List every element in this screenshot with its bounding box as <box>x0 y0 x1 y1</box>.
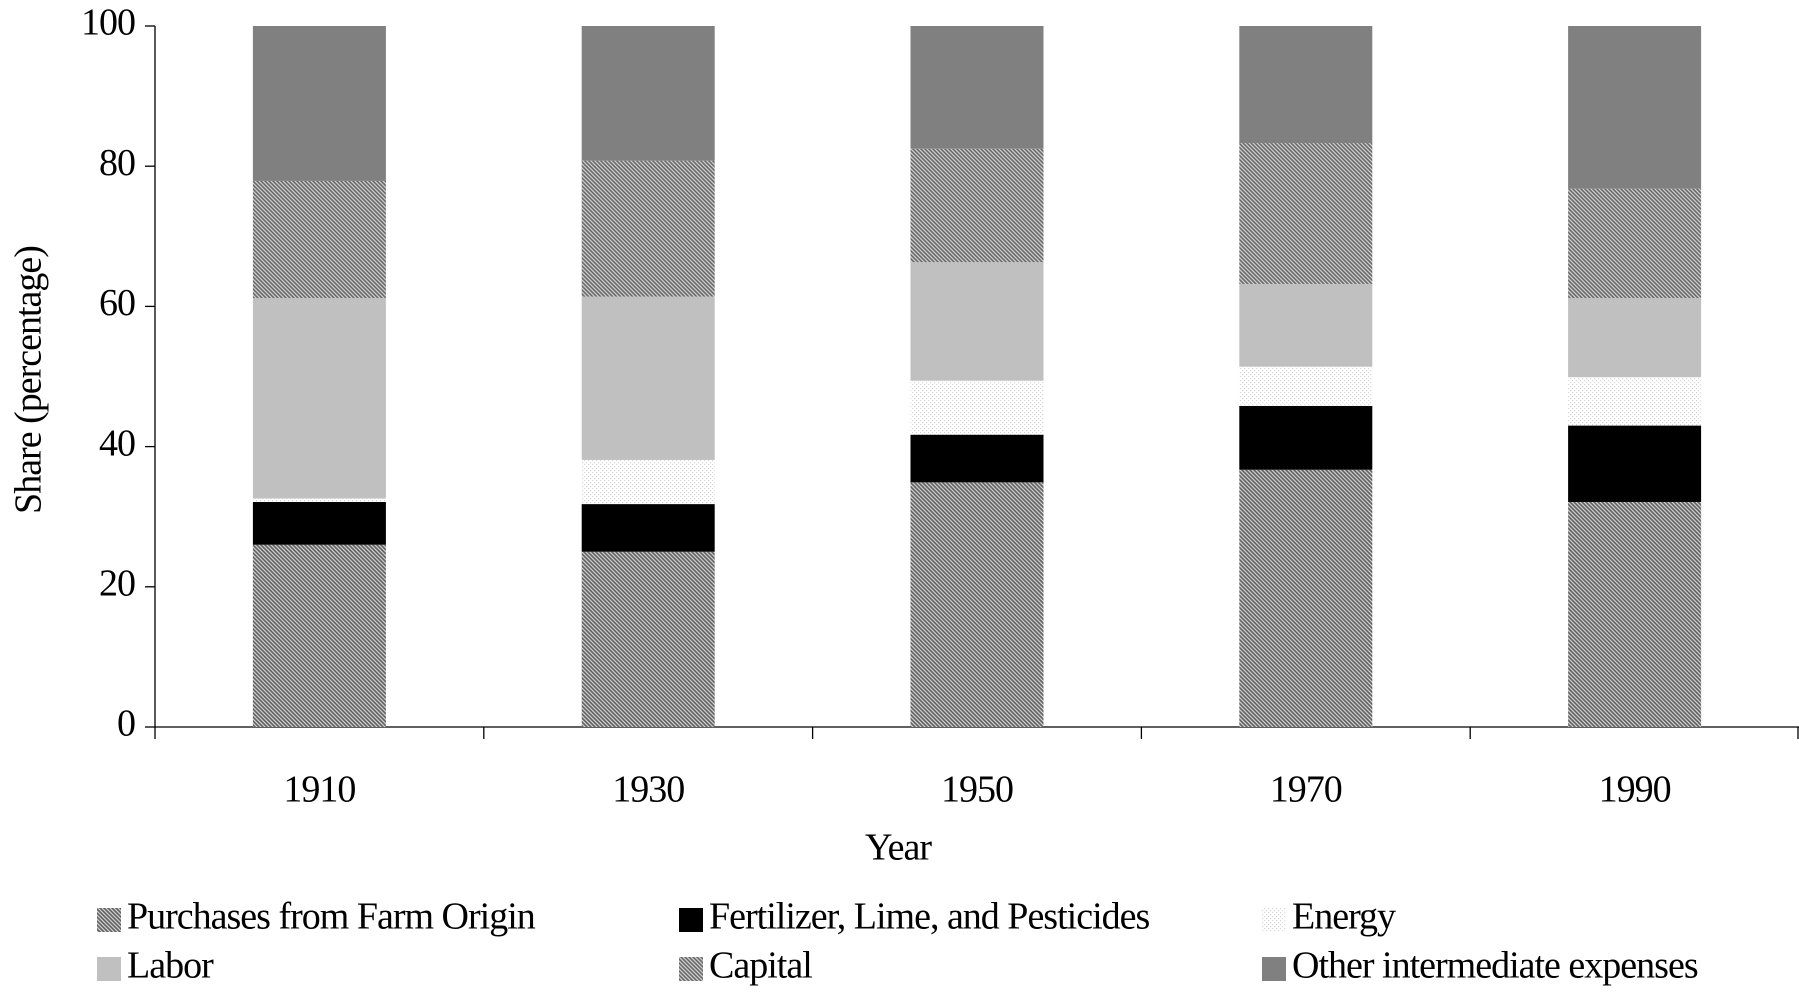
x-tick-label: 1910 <box>283 769 355 811</box>
y-tick-label: 60 <box>99 282 135 324</box>
legend-label: Fertilizer, Lime, and Pesticides <box>709 896 1150 938</box>
bar-segment <box>252 26 386 181</box>
y-tick-label: 20 <box>99 563 135 605</box>
legend-swatch <box>679 957 703 981</box>
legend-label: Capital <box>709 945 812 987</box>
legend-swatch <box>679 908 703 932</box>
legend-swatch <box>1262 908 1286 932</box>
bar-segment <box>1568 377 1702 426</box>
bar-segment <box>1568 501 1702 727</box>
bar-segment <box>252 498 386 502</box>
bar-segment <box>1239 283 1373 367</box>
bar-segment <box>252 297 386 499</box>
legend-swatch <box>1262 957 1286 981</box>
legend-label: Purchases from Farm Origin <box>127 896 536 938</box>
bar-segment <box>581 551 715 727</box>
bar-segment <box>252 180 386 298</box>
bar-segment <box>910 262 1044 381</box>
x-tick-label: 1950 <box>941 769 1013 811</box>
bar-segment <box>1239 405 1373 470</box>
bar-segment <box>910 148 1044 263</box>
bar-segment <box>910 434 1044 483</box>
bar-segment <box>581 160 715 297</box>
bar-segment <box>581 296 715 460</box>
bar-segment <box>1239 26 1373 144</box>
bar-segment <box>1568 297 1702 378</box>
legend-label: Labor <box>127 945 214 987</box>
x-axis-label: Year <box>865 827 932 869</box>
bar-segment <box>1568 188 1702 298</box>
bar-segment <box>910 380 1044 435</box>
y-tick-label: 80 <box>99 142 135 184</box>
y-tick-label: 100 <box>81 2 135 44</box>
bar-segment <box>581 26 715 161</box>
legend-swatch <box>97 908 121 932</box>
bar-segment <box>252 501 386 545</box>
bar-segment <box>1568 26 1702 189</box>
bar-segment <box>581 459 715 505</box>
bar-segment <box>910 482 1044 727</box>
legend-label: Other intermediate expenses <box>1292 945 1698 987</box>
bar-segment <box>1568 425 1702 502</box>
x-tick-label: 1990 <box>1599 769 1671 811</box>
bar-segment <box>1239 469 1373 727</box>
y-tick-label: 40 <box>99 422 135 464</box>
x-tick-label: 1970 <box>1270 769 1342 811</box>
y-tick-label: 0 <box>117 703 135 745</box>
y-axis-label: Share (percentage) <box>8 246 50 514</box>
bar-segment <box>910 26 1044 149</box>
bar-segment <box>581 504 715 552</box>
bar-segment <box>1239 143 1373 284</box>
bar-segment <box>252 544 386 727</box>
x-tick-label: 1930 <box>612 769 684 811</box>
legend-swatch <box>97 957 121 981</box>
legend-label: Energy <box>1292 896 1396 938</box>
bar-segment <box>1239 366 1373 406</box>
